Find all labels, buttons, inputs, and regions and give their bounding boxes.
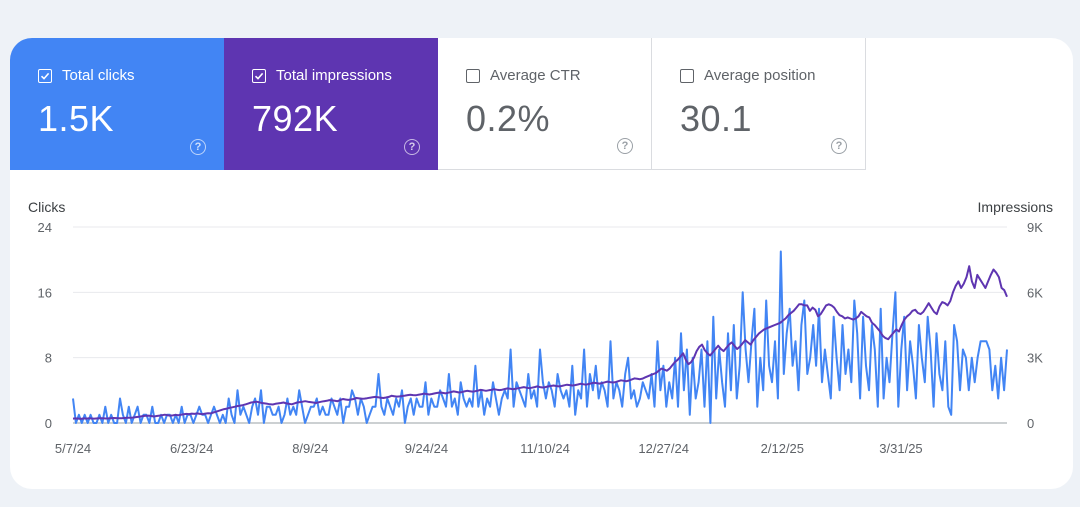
metric-label: Average CTR [490,67,581,84]
y-axis-label-right: Impressions [978,199,1053,215]
metric-label: Total impressions [276,67,392,84]
metric-average-ctr[interactable]: Average CTR 0.2% ? [438,38,652,170]
y-tick-label-right: 6K [1027,285,1043,300]
x-tick-label: 3/31/25 [879,441,922,456]
metric-label: Average position [704,67,816,84]
checkbox-unchecked-icon[interactable] [680,68,694,83]
x-tick-label: 12/27/24 [638,441,689,456]
x-tick-label: 9/24/24 [405,441,448,456]
help-icon[interactable]: ? [190,139,206,155]
x-tick-label: 6/23/24 [170,441,213,456]
metric-value: 792K [252,98,339,139]
help-icon[interactable]: ? [404,139,420,155]
y-tick-label-left: 16 [38,285,52,300]
series-line-clicks [72,250,1008,424]
x-tick-label: 11/10/24 [520,441,570,456]
metric-total-clicks[interactable]: Total clicks 1.5K ? [10,38,224,170]
metric-tabs: Total clicks 1.5K ? Total impressions 79… [10,38,867,170]
performance-card: Total clicks 1.5K ? Total impressions 79… [10,38,1073,489]
metric-average-position[interactable]: Average position 30.1 ? [652,38,866,170]
y-tick-label-left: 0 [45,416,52,431]
y-axis-label-left: Clicks [28,199,65,215]
x-tick-label: 2/12/25 [761,441,804,456]
metric-value: 30.1 [680,98,753,139]
y-tick-label-right: 3K [1027,351,1043,366]
metric-value: 0.2% [466,98,551,139]
metric-total-impressions[interactable]: Total impressions 792K ? [224,38,438,170]
help-icon[interactable]: ? [617,138,633,154]
performance-chart: Clicks Impressions 0 8 16 24 0 3K 6K 9K 5/7/24 6/23… [28,199,1053,456]
checkbox-checked-icon[interactable] [252,68,266,83]
y-tick-label-right: 0 [1027,416,1034,431]
help-icon[interactable]: ? [831,138,847,154]
checkbox-checked-icon[interactable] [38,68,52,83]
checkbox-unchecked-icon[interactable] [466,68,480,83]
y-tick-label-left: 24 [38,220,52,235]
y-tick-label-left: 8 [45,351,52,366]
metric-label: Total clicks [62,67,135,84]
x-tick-label: 8/9/24 [292,441,328,456]
y-tick-label-right: 9K [1027,220,1043,235]
x-tick-label: 5/7/24 [55,441,91,456]
metric-value: 1.5K [38,98,115,139]
series-line-impressions [72,265,1008,420]
